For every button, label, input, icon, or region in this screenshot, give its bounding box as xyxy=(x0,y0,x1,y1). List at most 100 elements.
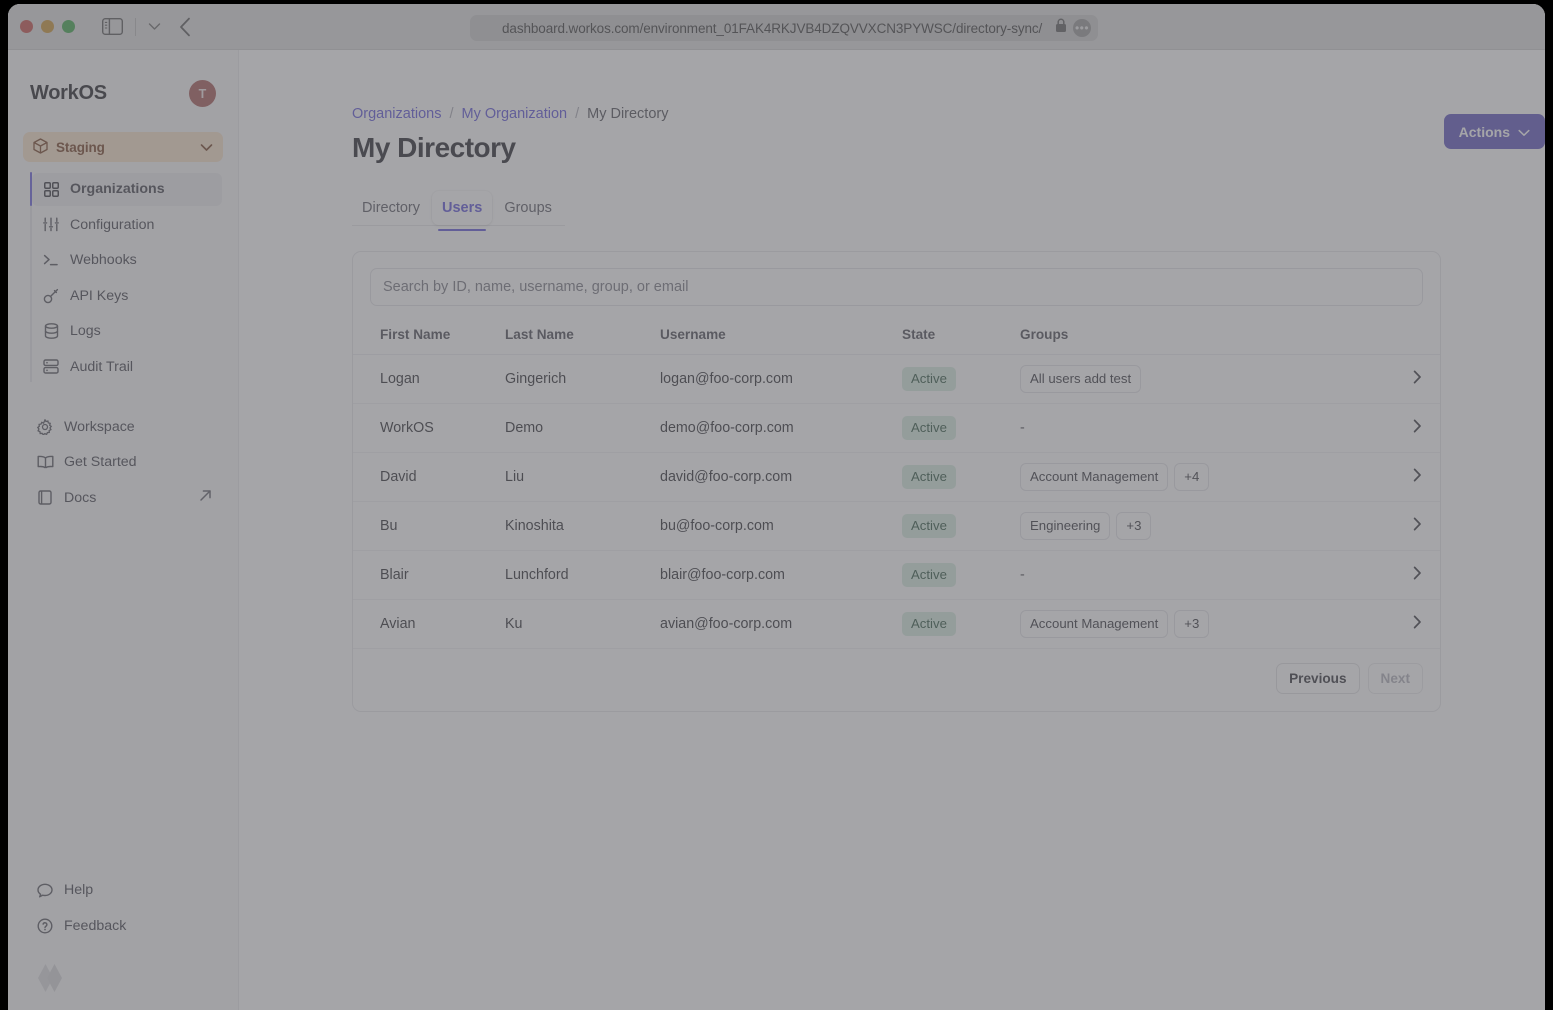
sidebar-toggle-icon[interactable] xyxy=(102,18,123,35)
sidebar-item-get-started[interactable]: Get Started xyxy=(26,446,222,479)
table-header: First Name Last Name Username State Grou… xyxy=(353,321,1440,355)
actions-button[interactable]: Actions xyxy=(1443,114,1545,149)
sidebar-item-label: Docs xyxy=(64,489,97,506)
browser-titlebar: dashboard.workos.com/environment_01FAK4R… xyxy=(8,4,1545,50)
maximize-window-button[interactable] xyxy=(62,20,75,33)
group-overflow-chip: +4 xyxy=(1174,463,1210,491)
tab-users[interactable]: Users xyxy=(432,191,493,231)
close-window-button[interactable] xyxy=(20,20,33,33)
table-body: Logan Gingerich logan@foo-corp.com Active Al… xyxy=(353,354,1440,649)
gear-icon xyxy=(36,418,54,436)
table-row[interactable]: Blair Lunchford blair@foo-corp.com Active - xyxy=(353,550,1440,600)
column-header-last-name: Last Name xyxy=(505,321,660,355)
external-link-icon xyxy=(199,489,212,506)
cell-first-name: WorkOS xyxy=(353,403,505,453)
chat-bubble-icon xyxy=(36,881,54,899)
cell-groups: - xyxy=(1020,403,1394,453)
sidebar-item-help[interactable]: Help xyxy=(26,874,222,907)
column-header-first-name: First Name xyxy=(353,321,505,355)
cell-state: Active xyxy=(902,599,1020,649)
table-header-row: First Name Last Name Username State Grou… xyxy=(353,321,1440,355)
cell-last-name: Demo xyxy=(505,403,660,453)
environment-switcher[interactable]: Staging xyxy=(23,132,223,162)
cell-last-name: Gingerich xyxy=(505,354,660,404)
status-badge: Active xyxy=(902,416,956,440)
sidebar-item-label: Configuration xyxy=(70,216,155,233)
table-row[interactable]: WorkOS Demo demo@foo-corp.com Active - xyxy=(353,403,1440,453)
workos-logo xyxy=(32,960,68,996)
chevron-right-icon[interactable] xyxy=(1413,517,1422,531)
chevron-right-icon[interactable] xyxy=(1413,419,1422,433)
page-viewport: WorkOS T Staging xyxy=(8,50,1545,1010)
avatar[interactable]: T xyxy=(189,80,216,107)
page-title: My Directory xyxy=(352,132,516,163)
breadcrumb-link-my-organization[interactable]: My Organization xyxy=(461,106,568,122)
browser-back-button[interactable] xyxy=(179,17,191,37)
sidebar-item-label: Organizations xyxy=(70,181,165,197)
cell-groups: Engineering +3 xyxy=(1020,501,1394,551)
group-overflow-chip: +3 xyxy=(1116,512,1152,540)
search-input[interactable] xyxy=(370,268,1423,306)
cell-last-name: Kinoshita xyxy=(505,501,660,551)
group-overflow-chip: +3 xyxy=(1174,610,1210,638)
window-controls[interactable] xyxy=(20,20,75,33)
cell-row-arrow xyxy=(1394,403,1440,453)
cell-row-arrow xyxy=(1394,501,1440,551)
chevron-right-icon[interactable] xyxy=(1413,468,1422,482)
table-row[interactable]: Avian Ku avian@foo-corp.com Active Account M… xyxy=(353,599,1440,649)
cell-first-name: Avian xyxy=(353,599,505,649)
sidebar-item-feedback[interactable]: Feedback xyxy=(26,909,222,942)
environment-label: Staging xyxy=(56,139,105,155)
cell-state: Active xyxy=(902,403,1020,453)
ellipsis-icon[interactable]: ••• xyxy=(1073,19,1091,37)
database-icon xyxy=(42,322,60,340)
tab-directory[interactable]: Directory xyxy=(352,191,430,225)
column-header-groups: Groups xyxy=(1020,321,1394,355)
previous-page-button[interactable]: Previous xyxy=(1276,663,1360,694)
table-row[interactable]: David Liu david@foo-corp.com Active Account … xyxy=(353,452,1440,502)
breadcrumb-link-organizations[interactable]: Organizations xyxy=(352,106,442,122)
question-circle-icon xyxy=(36,917,54,935)
cell-last-name: Ku xyxy=(505,599,660,649)
sidebar-item-audit-trail[interactable]: Audit Trail xyxy=(32,350,222,383)
tab-groups[interactable]: Groups xyxy=(494,191,562,225)
chevron-down-icon xyxy=(200,140,213,155)
next-page-button: Next xyxy=(1367,663,1423,694)
actions-button-label: Actions xyxy=(1458,123,1510,140)
cell-groups: Account Management +4 xyxy=(1020,452,1394,502)
sidebar-item-api-keys[interactable]: API Keys xyxy=(32,279,222,312)
table-row[interactable]: Logan Gingerich logan@foo-corp.com Active Al… xyxy=(353,354,1440,404)
cell-state: Active xyxy=(902,452,1020,502)
minimize-window-button[interactable] xyxy=(41,20,54,33)
status-badge: Active xyxy=(902,563,956,587)
sidebar-item-organizations[interactable]: Organizations xyxy=(32,172,222,206)
address-bar[interactable]: dashboard.workos.com/environment_01FAK4R… xyxy=(470,15,1098,41)
status-badge: Active xyxy=(902,612,956,636)
groups-empty: - xyxy=(1020,567,1025,583)
tab-label: Users xyxy=(442,200,483,216)
table-row[interactable]: Bu Kinoshita bu@foo-corp.com Active Engineer… xyxy=(353,501,1440,551)
cell-groups: All users add test xyxy=(1020,354,1394,404)
server-icon xyxy=(42,358,60,376)
sidebar-item-logs[interactable]: Logs xyxy=(32,315,222,348)
sidebar-item-workspace[interactable]: Workspace xyxy=(26,410,222,443)
groups-empty: - xyxy=(1020,420,1025,436)
browser-window: dashboard.workos.com/environment_01FAK4R… xyxy=(8,4,1545,1010)
cell-row-arrow xyxy=(1394,354,1440,404)
cell-state: Active xyxy=(902,550,1020,600)
cell-username: demo@foo-corp.com xyxy=(660,403,902,453)
chevron-right-icon[interactable] xyxy=(1413,370,1422,384)
sidebar-options-chevron-down-icon[interactable] xyxy=(148,22,161,31)
sidebar-item-webhooks[interactable]: Webhooks xyxy=(32,244,222,277)
search-row xyxy=(353,252,1440,321)
cell-groups: Account Management +3 xyxy=(1020,599,1394,649)
sidebar-item-configuration[interactable]: Configuration xyxy=(32,208,222,241)
chevron-right-icon[interactable] xyxy=(1413,566,1422,580)
users-table: First Name Last Name Username State Grou… xyxy=(353,321,1440,649)
column-header-username: Username xyxy=(660,321,902,355)
cell-row-arrow xyxy=(1394,550,1440,600)
sidebar-item-docs[interactable]: Docs xyxy=(26,481,222,514)
chevron-right-icon[interactable] xyxy=(1413,615,1422,629)
grid-icon xyxy=(42,180,60,198)
status-badge: Active xyxy=(902,367,956,391)
